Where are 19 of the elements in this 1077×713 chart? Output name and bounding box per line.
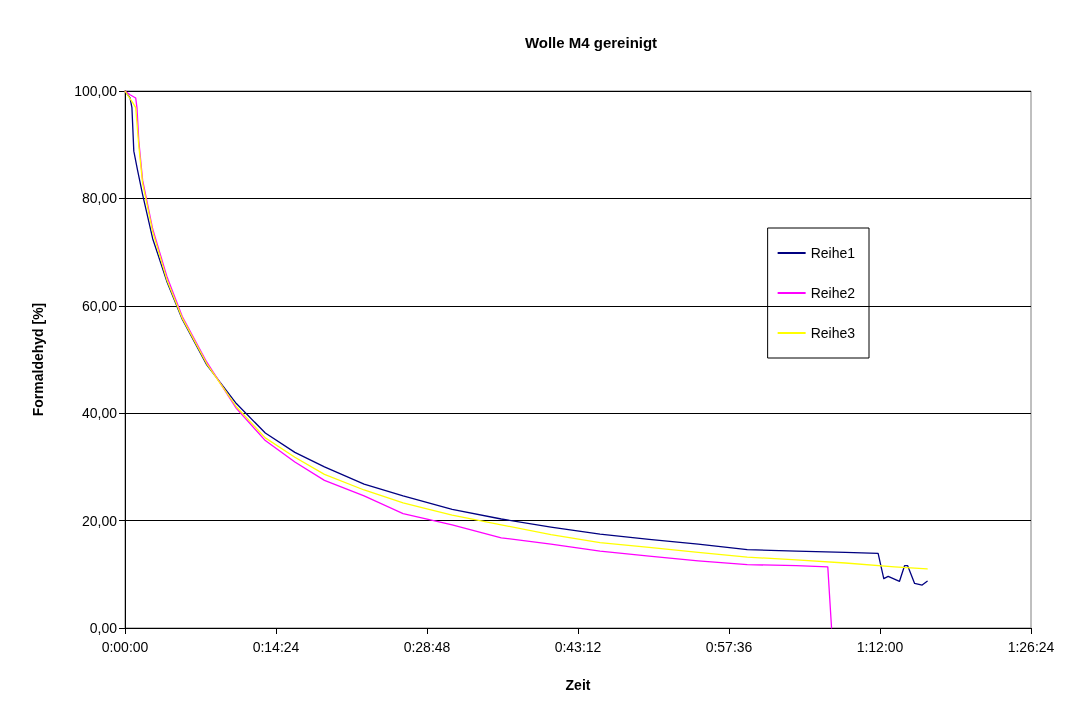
x-axis-title: Zeit	[565, 677, 591, 693]
x-tick-label: 1:26:24	[1007, 639, 1055, 655]
y-tick-label: 60,00	[81, 297, 118, 314]
legend-label: Reihe1	[810, 245, 856, 261]
x-tick-label: 0:57:36	[705, 639, 753, 655]
y-tick-label: 20,00	[81, 512, 118, 529]
chart-title: Wolle M4 gereinigt	[524, 34, 658, 51]
x-tick-label: 0:28:48	[403, 639, 451, 655]
y-tick-label: 40,00	[81, 405, 118, 422]
x-tick-label: 0:14:24	[252, 639, 300, 655]
legend-label: Reihe2	[810, 285, 856, 301]
legend-label: Reihe3	[810, 325, 856, 341]
y-tick-label: 100,00	[74, 83, 118, 99]
x-tick-label: 1:12:00	[856, 639, 904, 655]
y-tick-label: 80,00	[81, 190, 118, 207]
x-tick-label: 0:43:12	[554, 639, 602, 655]
y-tick-label: 0,00	[89, 620, 118, 636]
y-axis-title: Formaldehyd [%]	[30, 302, 46, 417]
x-tick-label: 0:00:00	[101, 639, 149, 655]
